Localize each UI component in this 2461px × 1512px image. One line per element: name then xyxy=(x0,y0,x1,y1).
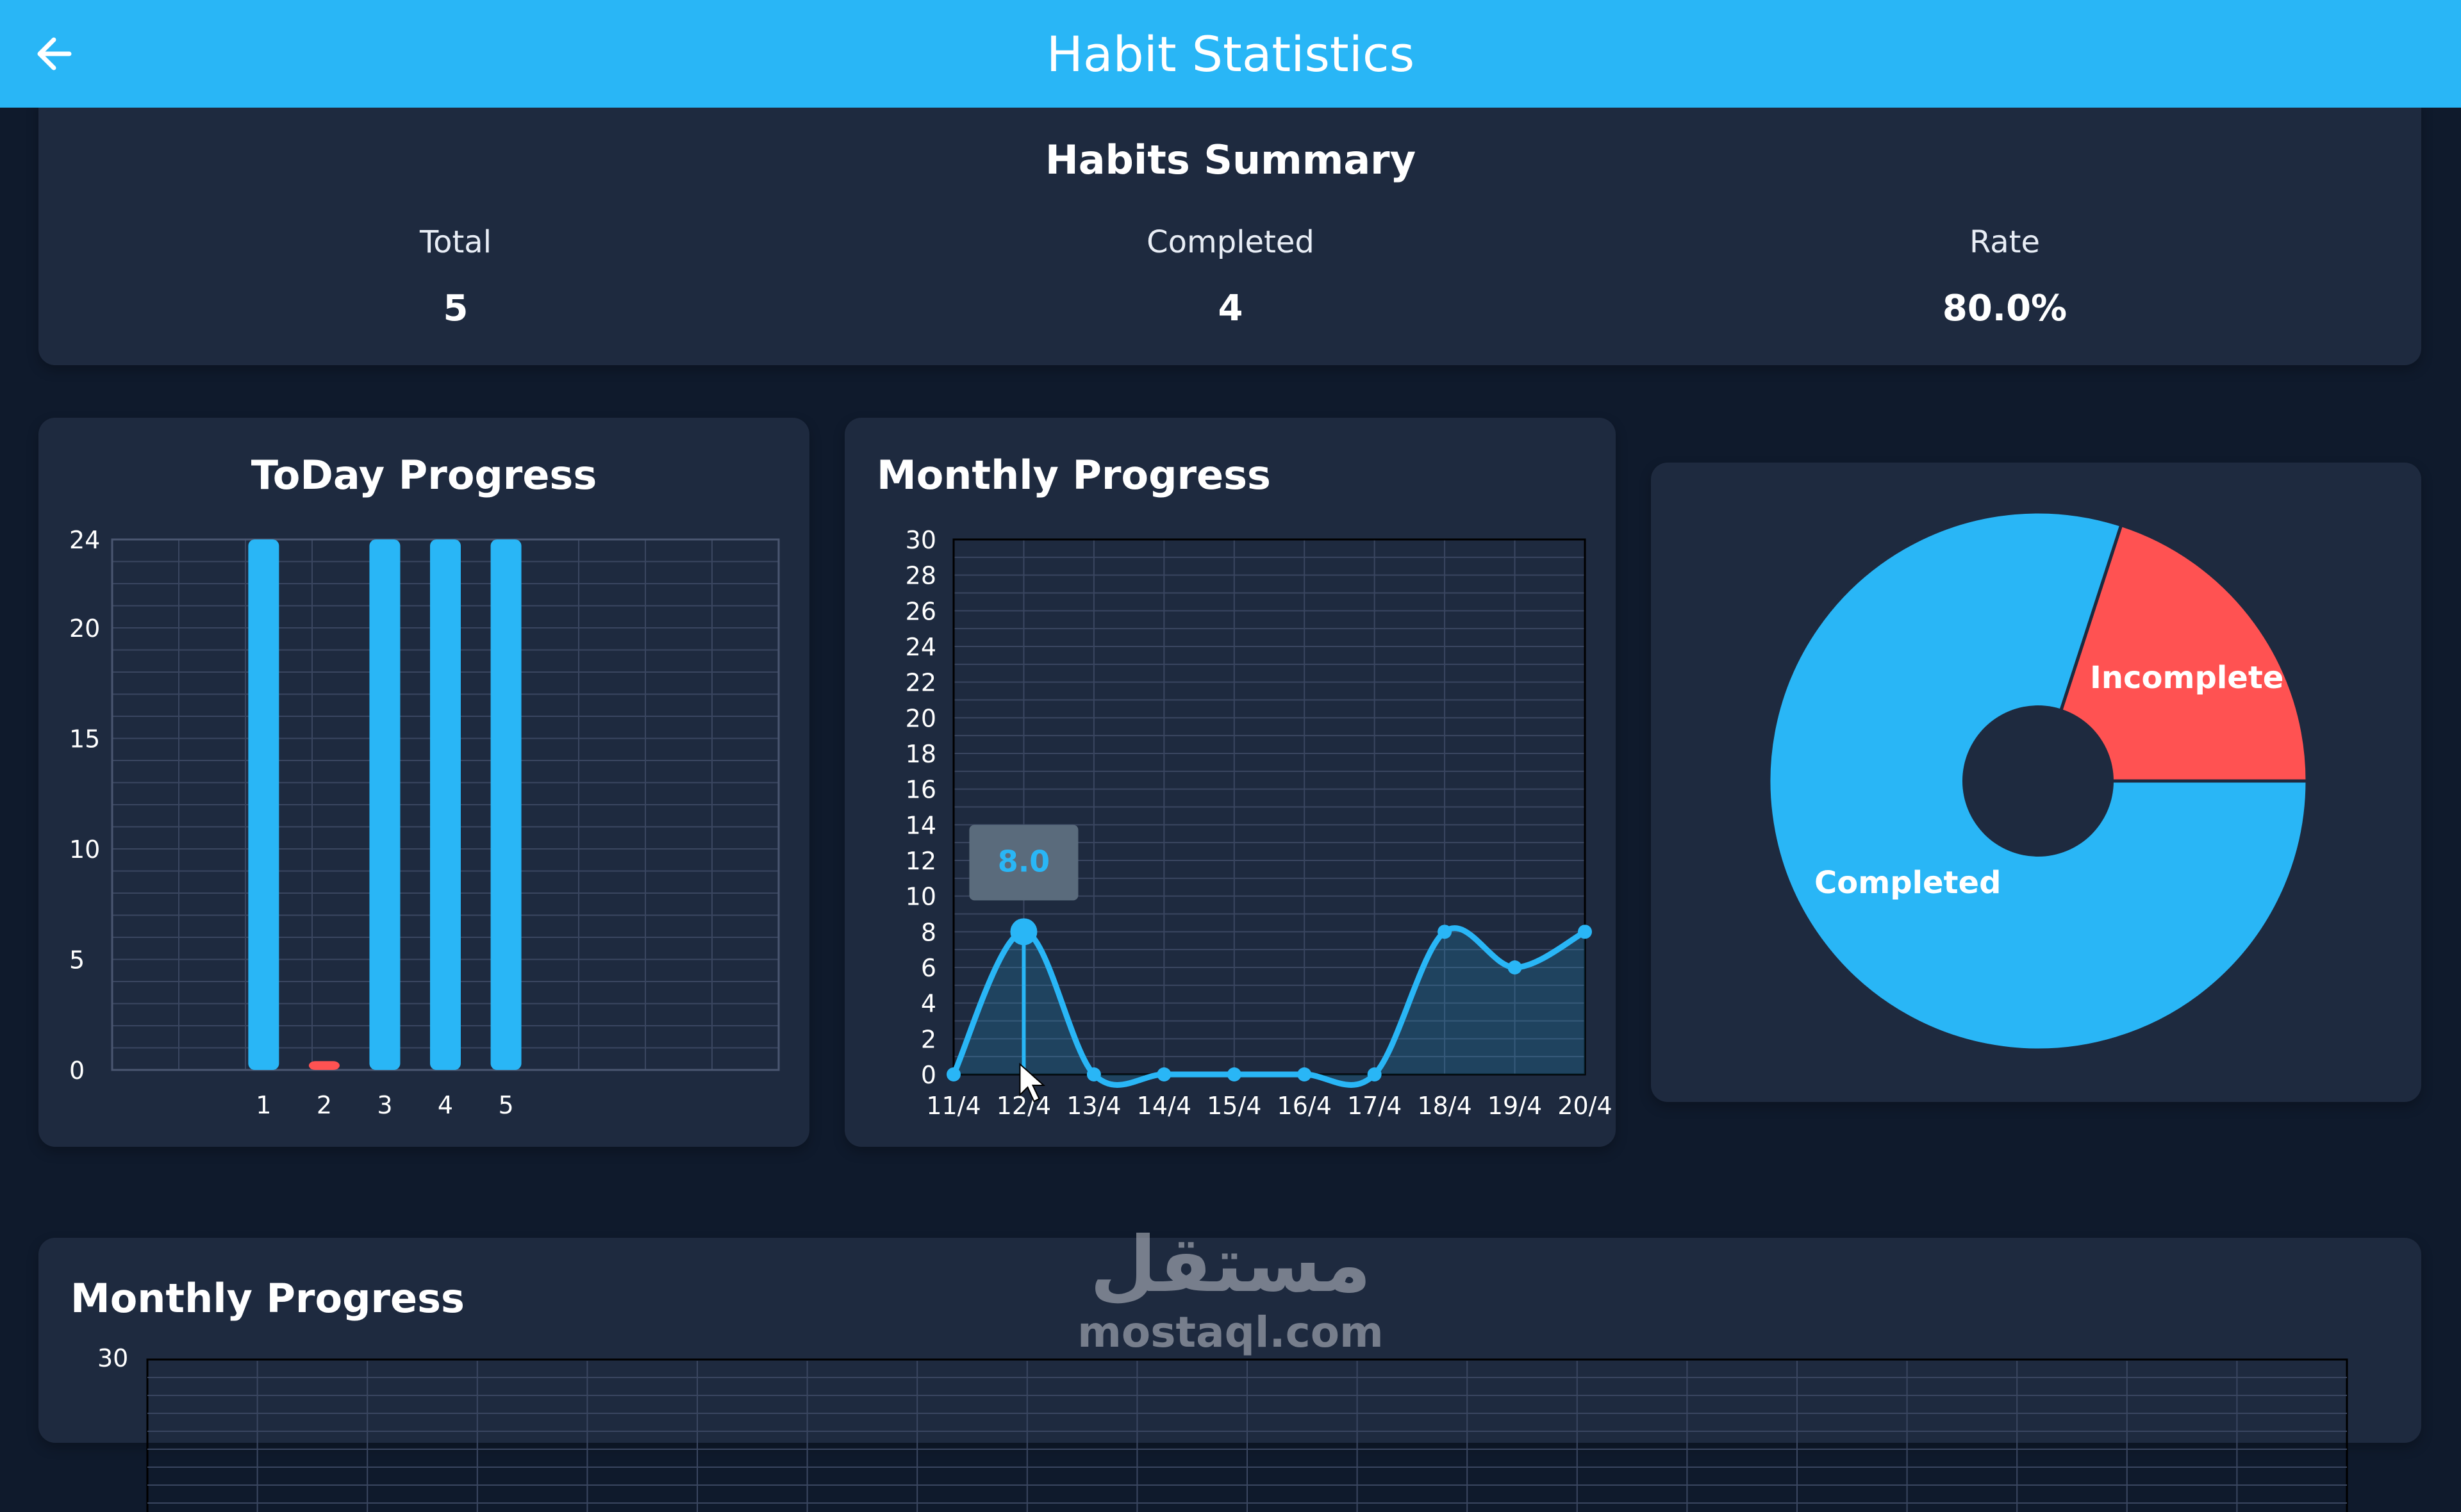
data-point xyxy=(1227,1067,1241,1081)
data-point xyxy=(947,1067,961,1081)
x-tick-label: 1 xyxy=(256,1091,271,1119)
arrow-left-icon xyxy=(37,37,72,70)
stat-total-label: Total xyxy=(419,224,492,260)
bottom-y-tick-label: 30 xyxy=(97,1344,129,1372)
y-tick-label: 12 xyxy=(906,847,936,875)
stat-rate: Rate 80.0% xyxy=(1812,224,2197,329)
x-tick-label: 12/4 xyxy=(997,1092,1051,1120)
pie-slice-incomplete xyxy=(2035,523,2309,783)
completion-pie-chart: Completed Incomplete xyxy=(1767,510,2309,1052)
y-tick-label: 10 xyxy=(906,883,936,911)
y-tick-label: 30 xyxy=(906,526,936,554)
highlight-point xyxy=(1010,918,1038,946)
watermark-arabic: مستقل xyxy=(1090,1220,1371,1310)
data-point xyxy=(1086,1067,1101,1081)
today-progress-chart: 0 5 10 15 20 24 1 2 3 4 5 xyxy=(69,526,780,1119)
data-point xyxy=(1507,960,1522,974)
bar xyxy=(369,539,401,1070)
pie-hole xyxy=(1962,705,2114,857)
stat-completed: Completed 4 xyxy=(1038,224,1423,329)
y-tick-label: 16 xyxy=(906,776,936,804)
monthly-progress-card: Monthly Progress 0 2 4 6 8 10 12 14 16 18 20 22 24 26… xyxy=(845,418,1616,1147)
x-tick-label: 2 xyxy=(317,1091,332,1119)
x-tick-label: 19/4 xyxy=(1487,1092,1542,1120)
y-tick-label: 26 xyxy=(906,597,936,625)
data-point xyxy=(1157,1067,1172,1081)
stat-rate-label: Rate xyxy=(1969,224,2041,260)
stat-rate-value: 80.0% xyxy=(1942,288,2067,329)
bar xyxy=(430,539,461,1070)
bar xyxy=(490,539,522,1070)
x-tick-label: 14/4 xyxy=(1137,1092,1191,1120)
x-tick-label: 5 xyxy=(498,1091,513,1119)
data-point xyxy=(1578,924,1592,939)
stat-completed-label: Completed xyxy=(1147,224,1314,260)
stat-completed-value: 4 xyxy=(1218,288,1243,329)
bar xyxy=(248,539,279,1070)
y-tick-label: 24 xyxy=(69,526,100,554)
pie-label-completed: Completed xyxy=(1814,865,2001,901)
watermark: مستقل mostaql.com xyxy=(1051,1217,1410,1365)
today-progress-title: ToDay Progress xyxy=(251,452,597,498)
back-button[interactable] xyxy=(28,28,79,79)
summary-title: Habits Summary xyxy=(1045,136,1416,183)
y-tick-label: 5 xyxy=(69,946,85,974)
today-progress-card: ToDay Progress 0 5 10 15 20 24 1 2 3 4 5 xyxy=(38,418,809,1147)
y-tick-label: 0 xyxy=(69,1056,85,1085)
bottom-chart-grid xyxy=(146,1358,2348,1512)
data-point xyxy=(1297,1067,1312,1081)
x-tick-label: 13/4 xyxy=(1066,1092,1121,1120)
bar xyxy=(308,1061,340,1070)
y-tick-label: 2 xyxy=(921,1025,936,1053)
x-tick-label: 16/4 xyxy=(1277,1092,1332,1120)
stat-total: Total 5 xyxy=(263,224,648,329)
y-tick-label: 10 xyxy=(69,835,100,864)
x-tick-label: 4 xyxy=(438,1091,453,1119)
x-tick-label: 18/4 xyxy=(1417,1092,1471,1120)
y-tick-label: 24 xyxy=(906,633,936,661)
y-tick-label: 20 xyxy=(906,704,936,732)
stat-total-value: 5 xyxy=(443,288,468,329)
x-tick-label: 11/4 xyxy=(926,1092,981,1120)
series-line xyxy=(950,925,1587,1088)
monthly-progress-title: Monthly Progress xyxy=(877,452,1271,498)
y-tick-label: 8 xyxy=(921,918,936,946)
data-point xyxy=(1438,924,1452,939)
completion-pie-card: Completed Incomplete xyxy=(1651,463,2421,1102)
watermark-latin: mostaql.com xyxy=(1077,1308,1384,1357)
x-tick-label: 15/4 xyxy=(1207,1092,1261,1120)
tooltip-value: 8.0 xyxy=(998,844,1050,878)
app-bar: Habit Statistics xyxy=(0,0,2461,108)
y-tick-label: 18 xyxy=(906,740,936,768)
data-point xyxy=(1367,1067,1382,1081)
series-area xyxy=(954,928,1585,1085)
tooltip-box xyxy=(969,825,1079,901)
page-title: Habit Statistics xyxy=(1046,26,1415,83)
mouse-cursor-icon xyxy=(1019,1062,1046,1103)
y-tick-label: 22 xyxy=(906,669,936,697)
y-tick-label: 28 xyxy=(906,562,936,590)
habits-summary-card xyxy=(38,99,2421,365)
x-tick-label: 17/4 xyxy=(1347,1092,1402,1120)
x-tick-label: 20/4 xyxy=(1557,1092,1612,1120)
pie-label-incomplete: Incomplete xyxy=(2090,660,2283,696)
y-tick-label: 15 xyxy=(69,725,100,753)
y-tick-label: 4 xyxy=(921,990,936,1018)
y-tick-label: 0 xyxy=(921,1061,936,1089)
bottom-monthly-progress-title: Monthly Progress xyxy=(70,1275,465,1322)
y-tick-label: 6 xyxy=(921,954,936,982)
x-tick-label: 3 xyxy=(377,1091,392,1119)
y-tick-label: 14 xyxy=(906,811,936,839)
y-tick-label: 20 xyxy=(69,614,100,643)
